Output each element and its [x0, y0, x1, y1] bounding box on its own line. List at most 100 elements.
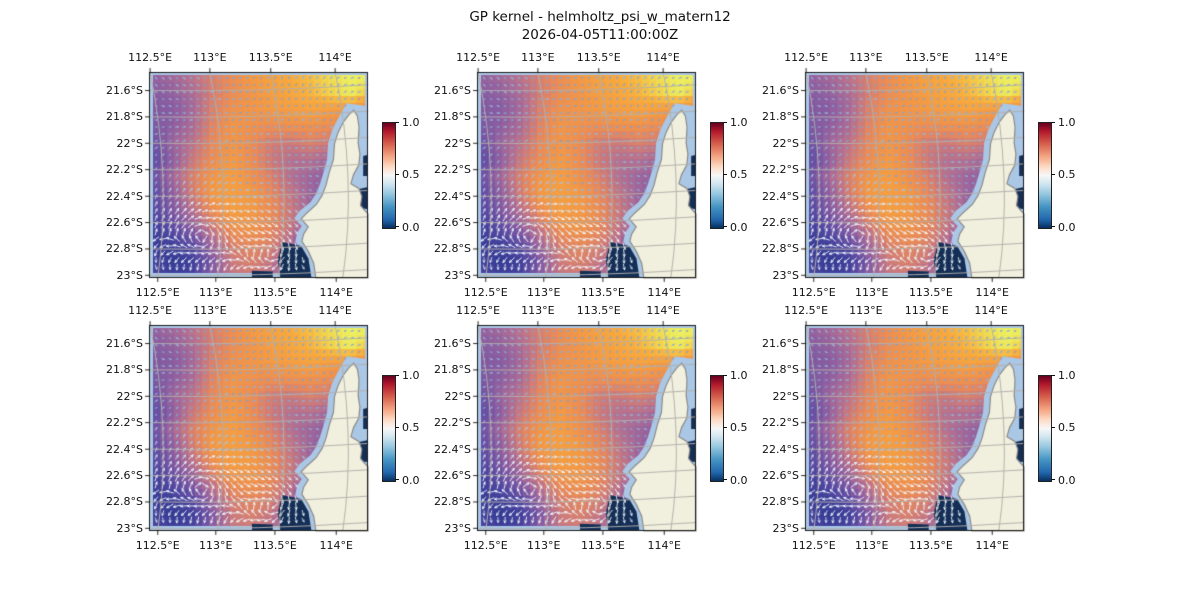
x-tick-label-bottom: 112.5°E [463, 286, 508, 299]
x-tick-label-bottom: 112.5°E [135, 539, 180, 552]
x-tick-label-top: 113.5°E [576, 51, 621, 64]
y-tick-label: 21.6°S [434, 337, 471, 351]
colorbar-tick [395, 122, 399, 123]
colorbar [1038, 375, 1052, 482]
x-tick-label-top: 114°E [318, 51, 352, 64]
y-tick-label: 22.4°S [434, 189, 471, 203]
x-tick-label-bottom: 113.5°E [580, 286, 625, 299]
x-tick-label-top: 112.5°E [456, 304, 501, 317]
colorbar-tick-label: 0.5 [402, 168, 420, 181]
x-tick-label-top: 112.5°E [456, 51, 501, 64]
x-tick-label-top: 112.5°E [128, 51, 173, 64]
colorbar-tick-label: 1.0 [1058, 115, 1076, 129]
y-tick-label: 22.4°S [106, 189, 143, 203]
colorbar-tick-label: 1.0 [730, 368, 748, 382]
y-tick-label: 22.8°S [762, 495, 799, 509]
x-tick-label-bottom: 113°E [855, 286, 889, 299]
colorbar-tick-label: 0.5 [402, 421, 420, 434]
colorbar-tick-label: 1.0 [402, 368, 420, 382]
x-tick-label-bottom: 114°E [975, 286, 1009, 299]
colorbar-tick [1051, 427, 1055, 428]
x-tick-label-bottom: 113°E [527, 539, 561, 552]
colorbar-tick [1051, 479, 1055, 480]
y-tick-label: 23°S [116, 521, 143, 535]
colorbar-tick [395, 174, 399, 175]
colorbar-tick-label: 0.0 [730, 220, 748, 234]
x-tick-label-bottom: 112.5°E [791, 539, 836, 552]
colorbar [710, 375, 724, 482]
y-tick-label: 22.2°S [762, 416, 799, 430]
colorbar-tick [1051, 375, 1055, 376]
colorbar-tick [723, 479, 727, 480]
x-tick-label-bottom: 112.5°E [135, 286, 180, 299]
y-tick-label: 22.2°S [762, 163, 799, 177]
x-tick-label-top: 112.5°E [128, 304, 173, 317]
x-tick-label-bottom: 114°E [975, 539, 1009, 552]
y-tick-label: 22.6°S [434, 216, 471, 230]
y-tick-label: 22.8°S [434, 242, 471, 256]
y-tick-label: 22.2°S [106, 163, 143, 177]
colorbar-tick-label: 0.0 [402, 473, 420, 487]
y-tick-label: 23°S [444, 521, 471, 535]
y-tick-label: 21.8°S [106, 363, 143, 377]
x-tick-label-top: 112.5°E [784, 51, 829, 64]
y-tick-label: 22°S [444, 389, 471, 403]
subplot-canvas-r2c1 [143, 319, 374, 537]
colorbar-tick-label: 1.0 [402, 115, 420, 129]
colorbar-tick-label: 0.0 [1058, 220, 1076, 234]
x-tick-label-top: 114°E [974, 51, 1008, 64]
y-tick-label: 22.6°S [762, 469, 799, 483]
colorbar-tick [395, 375, 399, 376]
subplot-canvas-r1c3 [799, 66, 1030, 284]
x-tick-label-top: 114°E [318, 304, 352, 317]
y-tick-label: 21.6°S [762, 337, 799, 351]
y-tick-label: 23°S [772, 268, 799, 282]
subplot-canvas-r1c2 [471, 66, 702, 284]
x-tick-label-bottom: 113.5°E [252, 286, 297, 299]
x-tick-label-top: 113.5°E [576, 304, 621, 317]
x-tick-label-top: 114°E [974, 304, 1008, 317]
x-tick-label-top: 113°E [849, 304, 883, 317]
y-tick-label: 21.8°S [762, 110, 799, 124]
x-tick-label-top: 112.5°E [784, 304, 829, 317]
colorbar-tick-label: 0.0 [402, 220, 420, 234]
x-tick-label-bottom: 113.5°E [580, 539, 625, 552]
colorbar-tick [1051, 122, 1055, 123]
x-tick-label-top: 113°E [521, 304, 555, 317]
y-tick-label: 22°S [116, 389, 143, 403]
y-tick-label: 23°S [772, 521, 799, 535]
figure-subtitle: 2026-04-05T11:00:00Z [521, 27, 679, 43]
subplot-canvas-r2c3 [799, 319, 1030, 537]
x-tick-label-bottom: 114°E [319, 286, 353, 299]
y-tick-label: 22.6°S [434, 469, 471, 483]
colorbar-tick [395, 479, 399, 480]
y-tick-label: 22.6°S [762, 216, 799, 230]
colorbar-tick [723, 174, 727, 175]
y-tick-label: 22.4°S [762, 442, 799, 456]
y-tick-label: 21.6°S [434, 84, 471, 98]
colorbar-tick [395, 427, 399, 428]
colorbar-tick [1051, 226, 1055, 227]
y-tick-label: 22.6°S [106, 469, 143, 483]
y-tick-label: 22.2°S [434, 416, 471, 430]
subplot-canvas-r1c1 [143, 66, 374, 284]
x-tick-label-top: 114°E [646, 304, 680, 317]
y-tick-label: 21.6°S [762, 84, 799, 98]
x-tick-label-bottom: 112.5°E [791, 286, 836, 299]
y-tick-label: 22.8°S [434, 495, 471, 509]
colorbar-tick [723, 375, 727, 376]
x-tick-label-top: 113.5°E [904, 51, 949, 64]
colorbar-tick [1051, 174, 1055, 175]
x-tick-label-top: 113°E [193, 304, 227, 317]
y-tick-label: 21.6°S [106, 337, 143, 351]
colorbar [382, 122, 396, 229]
x-tick-label-bottom: 112.5°E [463, 539, 508, 552]
x-tick-label-bottom: 114°E [647, 286, 681, 299]
y-tick-label: 21.8°S [434, 110, 471, 124]
colorbar-tick [395, 226, 399, 227]
y-tick-label: 23°S [444, 268, 471, 282]
y-tick-label: 22.6°S [106, 216, 143, 230]
y-tick-label: 22.8°S [106, 242, 143, 256]
x-tick-label-top: 113°E [849, 51, 883, 64]
y-tick-label: 22.2°S [106, 416, 143, 430]
